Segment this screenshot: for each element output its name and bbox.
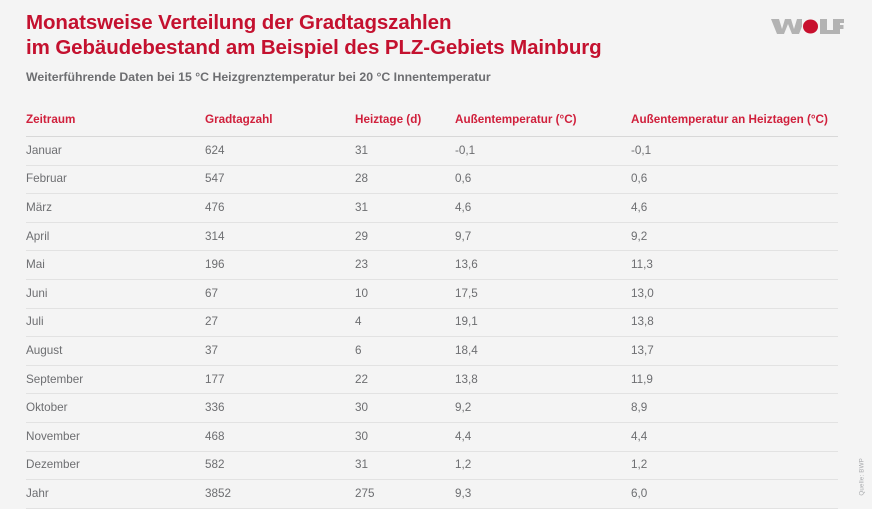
cell-heating-days: 30 — [355, 422, 455, 452]
cell-outdoor-temp-heating: 4,4 — [631, 422, 838, 452]
cell-degree-days: 582 — [205, 451, 355, 481]
page-title-line-2: im Gebäudebestand am Beispiel des PLZ-Ge… — [26, 36, 602, 59]
column-header-zeitraum: Zeitraum — [26, 106, 205, 137]
cell-outdoor-temp-heating: 13,7 — [631, 336, 838, 366]
cell-period: Juni — [26, 279, 205, 309]
table-body: Januar 624 31 -0,1 -0,1 Februar 547 28 0,6 0,6 Mär… — [26, 136, 838, 509]
cell-heating-days: 30 — [355, 393, 455, 423]
cell-degree-days: 27 — [205, 308, 355, 338]
source-credit: Quelle: BWP — [859, 458, 866, 496]
cell-heating-days: 31 — [355, 193, 455, 223]
cell-degree-days: 3852 — [205, 479, 355, 509]
cell-period: September — [26, 365, 205, 395]
cell-outdoor-temp: 13,8 — [455, 365, 631, 395]
table-row: Juli 27 4 19,1 13,8 — [26, 308, 838, 338]
cell-heating-days: 4 — [355, 308, 455, 338]
cell-degree-days: 476 — [205, 193, 355, 223]
wolf-logo-mark — [803, 19, 818, 34]
wolf-logo — [770, 14, 844, 38]
cell-outdoor-temp-heating: 13,8 — [631, 308, 838, 338]
cell-heating-days: 28 — [355, 165, 455, 195]
cell-heating-days: 275 — [355, 479, 455, 509]
cell-outdoor-temp-heating: 8,9 — [631, 393, 838, 423]
cell-outdoor-temp: 9,7 — [455, 222, 631, 252]
cell-outdoor-temp: -0,1 — [455, 136, 631, 166]
table-row: Oktober 336 30 9,2 8,9 — [26, 393, 838, 423]
table-row: September 177 22 13,8 11,9 — [26, 365, 838, 395]
cell-period: November — [26, 422, 205, 452]
column-header-heiztage: Heiztage (d) — [355, 106, 455, 137]
cell-degree-days: 624 — [205, 136, 355, 166]
table-row: März 476 31 4,6 4,6 — [26, 193, 838, 223]
cell-degree-days: 67 — [205, 279, 355, 309]
cell-outdoor-temp: 0,6 — [455, 165, 631, 195]
cell-outdoor-temp-heating: -0,1 — [631, 136, 838, 166]
data-table-container: Zeitraum Gradtagzahl Heiztage (d) Außent… — [26, 106, 838, 509]
cell-heating-days: 31 — [355, 136, 455, 166]
cell-degree-days: 547 — [205, 165, 355, 195]
page-title-line-1: Monatsweise Verteilung der Gradtagszahle… — [26, 11, 452, 34]
table-row: Januar 624 31 -0,1 -0,1 — [26, 136, 838, 166]
page-title: Monatsweise Verteilung der Gradtagszahle… — [26, 10, 726, 60]
cell-outdoor-temp: 17,5 — [455, 279, 631, 309]
header: Monatsweise Verteilung der Gradtagszahle… — [26, 10, 726, 85]
cell-outdoor-temp-heating: 11,3 — [631, 250, 838, 280]
degree-days-table: Zeitraum Gradtagzahl Heiztage (d) Außent… — [26, 106, 838, 509]
page-subtitle: Weiterführende Daten bei 15 °C Heizgrenz… — [26, 70, 491, 84]
cell-degree-days: 468 — [205, 422, 355, 452]
cell-heating-days: 29 — [355, 222, 455, 252]
cell-outdoor-temp-heating: 11,9 — [631, 365, 838, 395]
cell-outdoor-temp: 4,4 — [455, 422, 631, 452]
cell-heating-days: 6 — [355, 336, 455, 366]
cell-period: Dezember — [26, 451, 205, 481]
cell-outdoor-temp: 19,1 — [455, 308, 631, 338]
cell-heating-days: 31 — [355, 451, 455, 481]
cell-outdoor-temp: 18,4 — [455, 336, 631, 366]
table-row: Juni 67 10 17,5 13,0 — [26, 279, 838, 309]
cell-degree-days: 314 — [205, 222, 355, 252]
table-row: November 468 30 4,4 4,4 — [26, 422, 838, 452]
cell-outdoor-temp: 4,6 — [455, 193, 631, 223]
column-header-aussentemperatur-heiztage: Außentemperatur an Heiztagen (°C) — [631, 106, 838, 137]
table-header: Zeitraum Gradtagzahl Heiztage (d) Außent… — [26, 106, 838, 137]
cell-degree-days: 196 — [205, 250, 355, 280]
cell-outdoor-temp-heating: 1,2 — [631, 451, 838, 481]
cell-period: Februar — [26, 165, 205, 195]
cell-heating-days: 22 — [355, 365, 455, 395]
cell-degree-days: 336 — [205, 393, 355, 423]
table-row: Mai 196 23 13,6 11,3 — [26, 250, 838, 280]
cell-period: August — [26, 336, 205, 366]
table-row: Dezember 582 31 1,2 1,2 — [26, 451, 838, 481]
cell-outdoor-temp: 9,3 — [455, 479, 631, 509]
cell-period: Jahr — [26, 479, 205, 509]
column-header-gradtagzahl: Gradtagzahl — [205, 106, 355, 137]
cell-degree-days: 37 — [205, 336, 355, 366]
cell-outdoor-temp: 9,2 — [455, 393, 631, 423]
cell-outdoor-temp: 13,6 — [455, 250, 631, 280]
cell-period: April — [26, 222, 205, 252]
table-row: April 314 29 9,7 9,2 — [26, 222, 838, 252]
cell-period: Juli — [26, 308, 205, 338]
cell-period: März — [26, 193, 205, 223]
cell-outdoor-temp-heating: 9,2 — [631, 222, 838, 252]
cell-degree-days: 177 — [205, 365, 355, 395]
infographic-page: Monatsweise Verteilung der Gradtagszahle… — [26, 10, 866, 509]
cell-heating-days: 10 — [355, 279, 455, 309]
cell-outdoor-temp-heating: 0,6 — [631, 165, 838, 195]
cell-period: Mai — [26, 250, 205, 280]
cell-outdoor-temp-heating: 6,0 — [631, 479, 838, 509]
cell-period: Oktober — [26, 393, 205, 423]
table-row: Februar 547 28 0,6 0,6 — [26, 165, 838, 195]
table-header-row: Zeitraum Gradtagzahl Heiztage (d) Außent… — [26, 106, 838, 137]
column-header-aussentemperatur: Außentemperatur (°C) — [455, 106, 631, 137]
table-row: Jahr 3852 275 9,3 6,0 — [26, 479, 838, 509]
cell-heating-days: 23 — [355, 250, 455, 280]
cell-outdoor-temp: 1,2 — [455, 451, 631, 481]
cell-period: Januar — [26, 136, 205, 166]
cell-outdoor-temp-heating: 4,6 — [631, 193, 838, 223]
cell-outdoor-temp-heating: 13,0 — [631, 279, 838, 309]
table-row: August 37 6 18,4 13,7 — [26, 336, 838, 366]
